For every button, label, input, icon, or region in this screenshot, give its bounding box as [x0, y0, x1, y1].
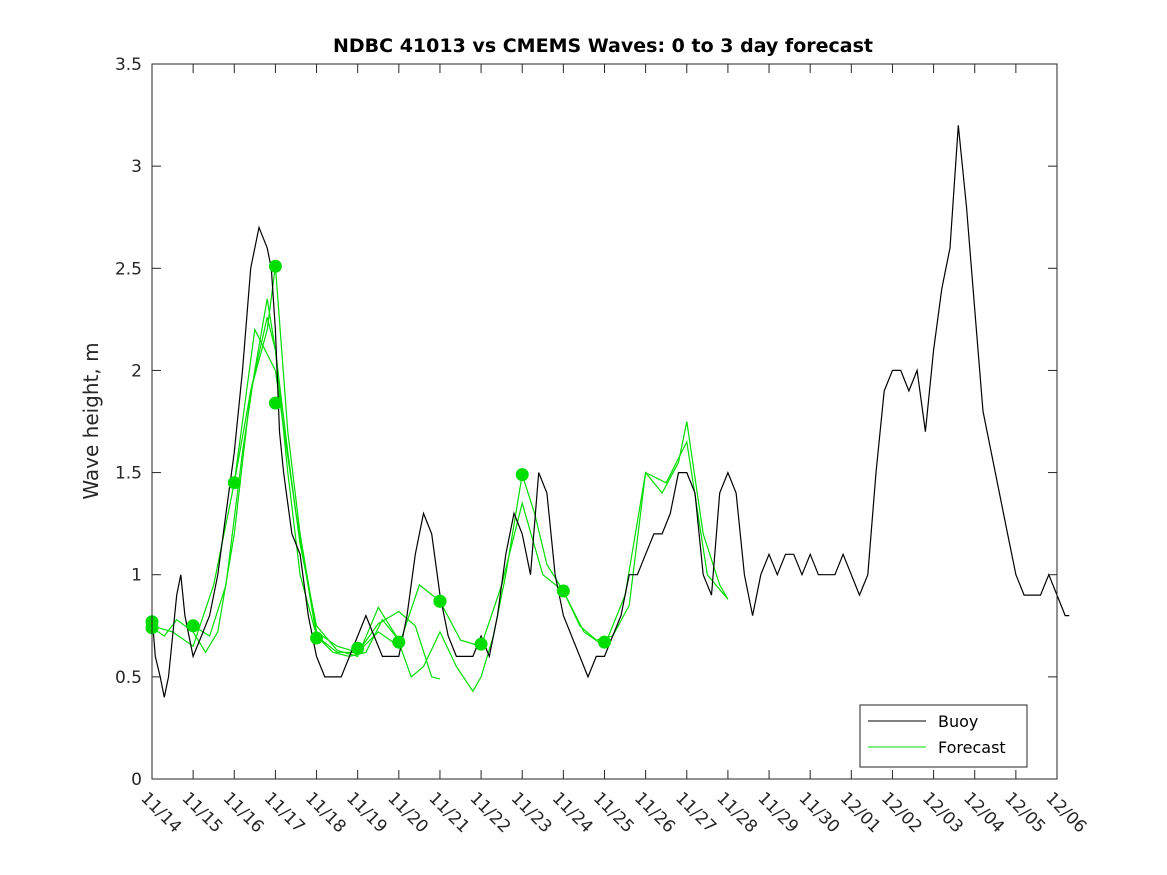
axes-background	[152, 64, 1057, 779]
forecast-marker	[268, 259, 282, 273]
forecast-run-line-3	[233, 266, 441, 680]
forecast-marker	[310, 631, 324, 645]
forecast-marker	[186, 619, 200, 633]
forecast-marker	[351, 641, 365, 655]
forecast-marker	[392, 635, 406, 649]
legend-label-forecast: Forecast	[938, 738, 1006, 757]
y-tick-label: 3.5	[115, 55, 142, 75]
y-axis-label: Wave height, m	[79, 342, 103, 499]
legend-label-buoy: Buoy	[938, 712, 978, 731]
y-tick-label: 1.5	[115, 464, 142, 484]
legend: Buoy Forecast	[859, 704, 1028, 768]
forecast-marker	[474, 637, 488, 651]
chart-title: NDBC 41013 vs CMEMS Waves: 0 to 3 day fo…	[333, 35, 873, 57]
y-tick-label: 0	[131, 770, 142, 790]
y-tick-label: 2	[131, 361, 142, 381]
forecast-marker	[556, 584, 570, 598]
series-layer	[145, 125, 1070, 698]
y-tick-label: 2.5	[115, 259, 142, 279]
y-tick-label: 1	[131, 566, 142, 586]
y-tick-label: 0.5	[115, 668, 142, 688]
forecast-marker	[268, 396, 282, 410]
forecast-marker	[598, 635, 611, 649]
forecast-marker	[515, 468, 529, 482]
forecast-run-line-2	[192, 298, 400, 658]
legend-box	[859, 704, 1028, 768]
forecast-marker	[227, 476, 241, 490]
plot-area	[152, 64, 1057, 779]
y-tick-label: 3	[131, 157, 142, 177]
forecast-marker	[433, 594, 447, 608]
